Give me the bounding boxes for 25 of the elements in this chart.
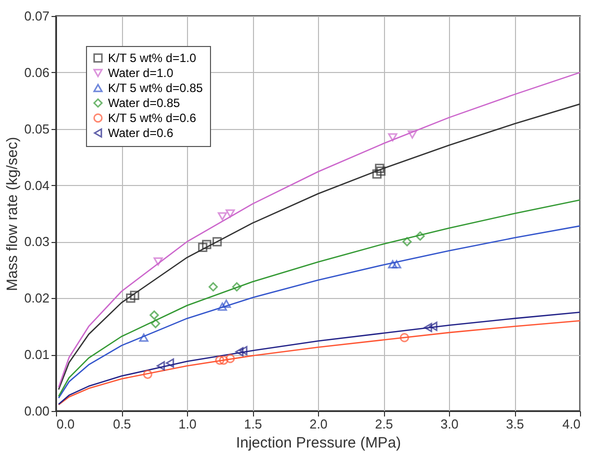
legend-label: Water d=0.6 [108, 126, 174, 140]
x-tick-label: 3.0 [440, 416, 459, 432]
x-tick-label: 0.5 [112, 416, 132, 432]
x-tick-label: 2.5 [374, 416, 394, 432]
y-tick-label: 0.03 [24, 234, 50, 250]
x-axis-title: Injection Pressure (MPa) [236, 434, 402, 452]
x-tick-label: 4.0 [562, 416, 580, 432]
y-tick-label: 0.06 [24, 64, 50, 80]
y-tick-label: 0.04 [24, 178, 50, 193]
legend-label: K/T 5 wt% d=0.6 [108, 111, 196, 125]
x-tick-label: 0.0 [56, 416, 75, 432]
y-tick-label: 0.02 [24, 290, 50, 306]
y-axis-title: Mass flow rate (kg/sec) [4, 136, 22, 292]
y-tick-label: 0.07 [24, 8, 50, 24]
x-tick-label: 1.0 [178, 416, 197, 432]
y-tick-label: 0.05 [24, 121, 50, 136]
x-tick-label: 1.5 [244, 416, 262, 432]
legend-label: Water d=1.0 [108, 66, 174, 80]
x-tick-label: 2.0 [309, 416, 328, 432]
x-tick-label: 3.5 [506, 416, 524, 432]
y-tick-label: 0.01 [24, 347, 50, 362]
y-tick-label: 0.00 [24, 404, 50, 418]
legend-label: K/T 5 wt% d=0.85 [108, 81, 204, 95]
legend-label: Water d=0.85 [108, 96, 180, 110]
legend-label: K/T 5 wt% d=1.0 [108, 51, 196, 65]
